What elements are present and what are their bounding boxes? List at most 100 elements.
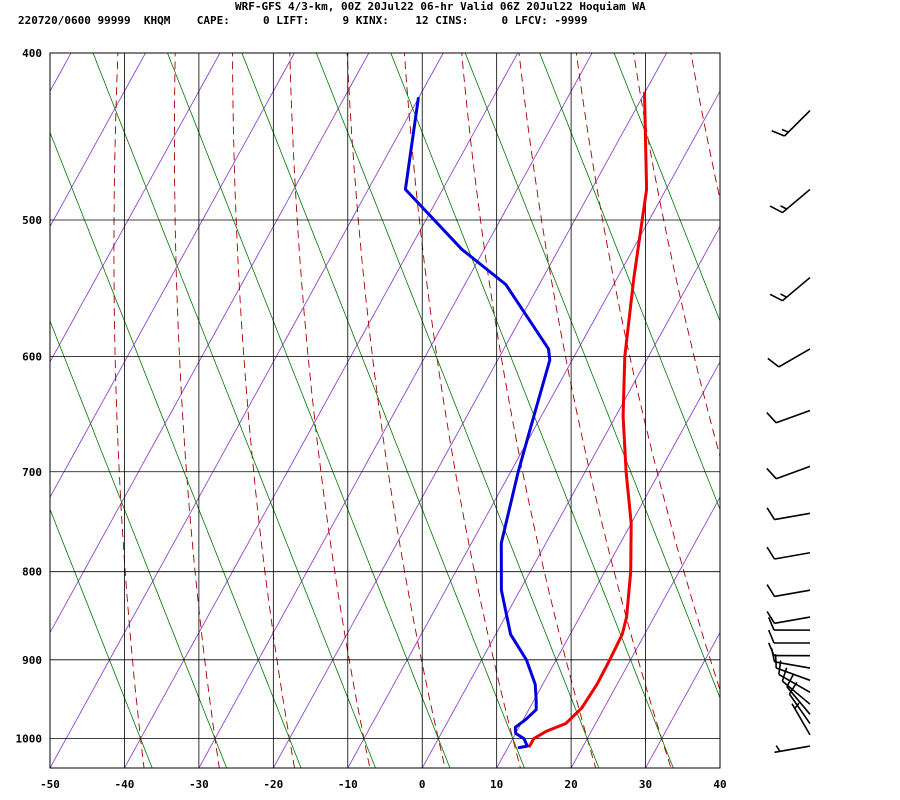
wind-barb-feather [781,667,788,682]
wind-barb-feather [788,681,798,695]
isotherm-line [198,53,593,768]
moist-adiabat-line [315,53,600,768]
grid-layer [49,52,721,769]
dry-adiabat-line [690,53,720,202]
isotherm-line [50,53,146,228]
wind-barb-feather [766,507,776,521]
wind-barb-feather [771,129,785,137]
y-tick-label: 700 [22,466,42,479]
wind-barb-feather [766,611,776,624]
wind-barb-staff [775,667,811,682]
wind-barb [766,611,811,625]
x-tick-label: -10 [338,778,358,791]
wind-barb-staff [781,188,811,214]
wind-barb-staff [775,465,811,480]
y-tick-label: 1000 [16,733,43,746]
isotherm-line [421,225,720,768]
dry-adiabat-line [835,0,900,796]
wind-barb [766,546,811,560]
moist-adiabat-line [167,53,451,768]
dry-adiabat-line [575,53,720,692]
moist-adiabat-line [92,53,376,768]
wind-barb-staff [774,616,811,625]
wind-barb [767,642,811,657]
dry-adiabat-line [461,53,597,768]
x-tick-label: -30 [189,778,209,791]
x-tick-label: 10 [490,778,503,791]
wind-barb [766,507,811,521]
wind-barb-feather [769,293,783,302]
moist-adiabat-line [50,131,302,768]
temperature-profile-line [528,91,649,748]
isotherm-line [0,0,64,796]
wind-barb-feather [766,467,777,480]
isotherm-line [50,53,370,634]
moist-adiabat-line [50,319,228,768]
moist-adiabat-line [613,53,720,323]
moist-adiabat-line [539,53,720,511]
moist-adiabat-line [50,508,153,768]
isotherm-line [496,361,720,768]
wind-barb [767,616,811,631]
x-tick-label: 0 [419,778,426,791]
isotherm-line [123,53,519,768]
y-tick-label: 900 [22,654,42,667]
wind-barb-feather [767,629,775,644]
isotherm-line [50,53,295,499]
dry-adiabat-line [346,53,446,768]
tick-labels: -50 -40 -30 -20 -10 0 10 20 30 40 400 500 600 700 800 9… [16,47,727,791]
wind-barb-feather [767,357,780,368]
dry-adiabat-line [726,0,900,796]
wind-barb-feather [794,702,800,709]
dry-adiabat-line [890,0,900,796]
profile-layer [403,91,649,750]
wind-barb [791,702,811,736]
moist-adiabat-line [464,53,720,699]
isotherm-line [779,0,900,796]
wind-barb-feather [767,616,775,631]
y-tick-label: 600 [22,350,42,363]
wind-barb-staff [774,589,811,598]
wind-barb-staff [791,703,811,736]
wind-barb-staff [774,745,811,754]
wind-barb-staff [774,551,811,560]
y-tick-label: 800 [22,566,42,579]
wind-barb-feather [766,546,776,560]
dry-adiabat-line [403,53,521,768]
x-tick-label: 20 [564,778,577,791]
wind-barb-feather [769,205,783,214]
x-tick-label: -20 [263,778,283,791]
wind-barb-feather [780,205,787,210]
wind-barb [774,745,811,754]
dry-adiabat-line [633,53,720,458]
wind-barb-staff [783,110,811,137]
dry-adiabat-line [232,53,296,768]
wind-barb [771,110,811,137]
y-tick-label: 400 [22,47,42,60]
sounding-indices: 220720/0600 99999 KHQM CAPE: 0 LIFT: 9 K… [18,14,588,27]
wind-barb-feather [770,648,776,662]
dewpoint-profile-line [403,96,552,750]
wind-barb [769,188,811,214]
wind-barb [770,648,811,669]
wind-barb-staff [774,512,811,521]
isotherm-line [645,631,720,768]
y-tick-label: 500 [22,214,42,227]
wind-barb [766,465,811,480]
dry-adiabat-line [289,53,371,768]
moist-adiabat-line [390,53,674,768]
chart-title: WRF-GFS 4/3-km, 00Z 20Jul22 06-hr Valid … [235,0,646,13]
dry-adiabat-line [173,53,220,768]
wind-barb [767,348,811,368]
isotherm-line [272,53,668,768]
isotherm-line [570,496,720,768]
x-tick-label: -40 [115,778,135,791]
x-tick-label: -50 [40,778,60,791]
wind-barb [767,629,811,644]
wind-barb [769,276,811,302]
wind-barb-feather [778,660,782,675]
wind-barb-feather [780,293,787,298]
wind-barb-feather [786,674,795,688]
